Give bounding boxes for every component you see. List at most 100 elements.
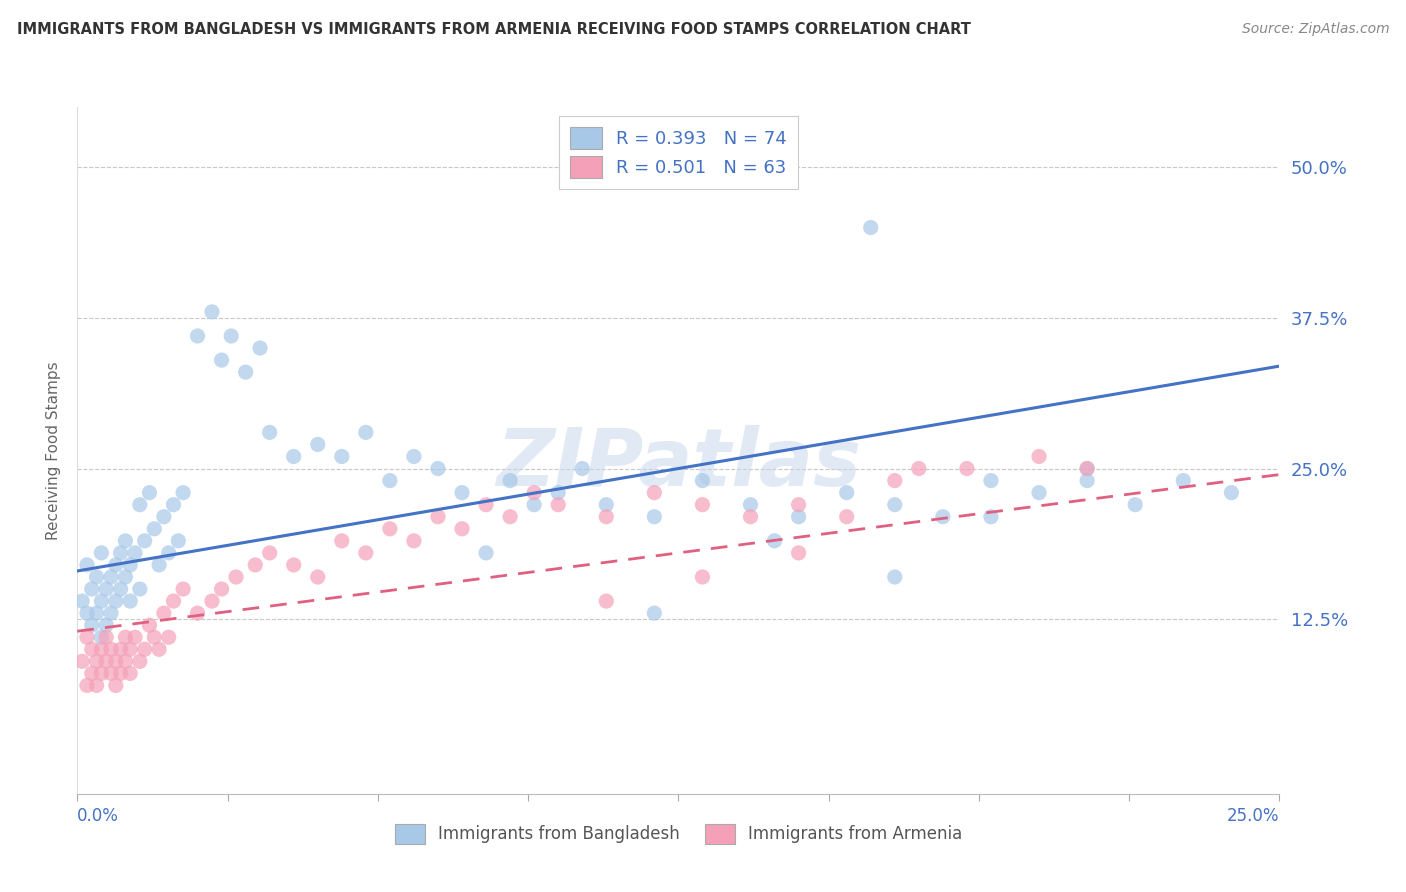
Point <box>96 630 118 644</box>
Point <box>547 498 569 512</box>
Point <box>80 666 103 681</box>
Point <box>104 594 127 608</box>
Point <box>172 485 194 500</box>
Point <box>104 678 127 692</box>
Point <box>120 594 142 608</box>
Point <box>330 533 353 548</box>
Point <box>86 606 108 620</box>
Point <box>1076 461 1098 475</box>
Point <box>120 642 142 657</box>
Point <box>201 594 224 608</box>
Point <box>157 630 180 644</box>
Point <box>499 474 522 488</box>
Point <box>76 558 98 572</box>
Point <box>740 509 762 524</box>
Point <box>427 509 450 524</box>
Point <box>692 474 714 488</box>
Point <box>86 654 108 668</box>
Point <box>104 558 127 572</box>
Point <box>595 509 617 524</box>
Point <box>980 509 1002 524</box>
Point <box>162 594 184 608</box>
Point <box>138 485 160 500</box>
Point <box>475 546 498 560</box>
Point <box>692 498 714 512</box>
Point <box>86 678 108 692</box>
Point <box>259 425 281 440</box>
Point <box>100 606 122 620</box>
Point <box>1028 450 1050 464</box>
Point <box>90 594 112 608</box>
Point <box>1076 461 1098 475</box>
Point <box>908 461 931 475</box>
Point <box>835 509 858 524</box>
Point <box>283 450 305 464</box>
Point <box>80 642 103 657</box>
Point <box>787 546 810 560</box>
Point <box>100 570 122 584</box>
Point <box>451 485 474 500</box>
Legend: Immigrants from Bangladesh, Immigrants from Armenia: Immigrants from Bangladesh, Immigrants f… <box>388 817 969 851</box>
Point <box>402 450 425 464</box>
Point <box>100 642 122 657</box>
Point <box>114 654 136 668</box>
Point <box>128 582 150 596</box>
Point <box>143 522 166 536</box>
Point <box>643 485 665 500</box>
Point <box>595 498 617 512</box>
Point <box>80 582 103 596</box>
Point <box>186 606 209 620</box>
Point <box>643 509 665 524</box>
Point <box>70 594 93 608</box>
Point <box>595 594 617 608</box>
Point <box>427 461 450 475</box>
Point <box>148 558 170 572</box>
Point <box>225 570 247 584</box>
Point <box>110 642 132 657</box>
Point <box>96 654 118 668</box>
Point <box>186 329 209 343</box>
Point <box>547 485 569 500</box>
Point <box>307 570 329 584</box>
Point <box>859 220 882 235</box>
Point <box>104 654 127 668</box>
Text: 25.0%: 25.0% <box>1227 807 1279 825</box>
Point <box>692 570 714 584</box>
Point <box>90 666 112 681</box>
Point <box>1123 498 1146 512</box>
Point <box>980 474 1002 488</box>
Text: IMMIGRANTS FROM BANGLADESH VS IMMIGRANTS FROM ARMENIA RECEIVING FOOD STAMPS CORR: IMMIGRANTS FROM BANGLADESH VS IMMIGRANTS… <box>17 22 970 37</box>
Point <box>96 618 118 632</box>
Point <box>167 533 190 548</box>
Point <box>120 666 142 681</box>
Point <box>787 509 810 524</box>
Point <box>96 582 118 596</box>
Point <box>76 630 98 644</box>
Point <box>378 522 401 536</box>
Text: Source: ZipAtlas.com: Source: ZipAtlas.com <box>1241 22 1389 37</box>
Point <box>157 546 180 560</box>
Point <box>153 606 176 620</box>
Point <box>643 606 665 620</box>
Point <box>162 498 184 512</box>
Point <box>138 618 160 632</box>
Point <box>76 678 98 692</box>
Point <box>235 365 257 379</box>
Point <box>787 498 810 512</box>
Point <box>740 498 762 512</box>
Point <box>211 353 233 368</box>
Text: 0.0%: 0.0% <box>77 807 120 825</box>
Point <box>70 654 93 668</box>
Point <box>354 425 377 440</box>
Point <box>883 498 905 512</box>
Point <box>763 533 786 548</box>
Point <box>523 498 546 512</box>
Point <box>402 533 425 548</box>
Point <box>110 582 132 596</box>
Text: ZIPatlas: ZIPatlas <box>496 425 860 503</box>
Point <box>1028 485 1050 500</box>
Point <box>90 642 112 657</box>
Point <box>249 341 271 355</box>
Point <box>110 546 132 560</box>
Point <box>80 618 103 632</box>
